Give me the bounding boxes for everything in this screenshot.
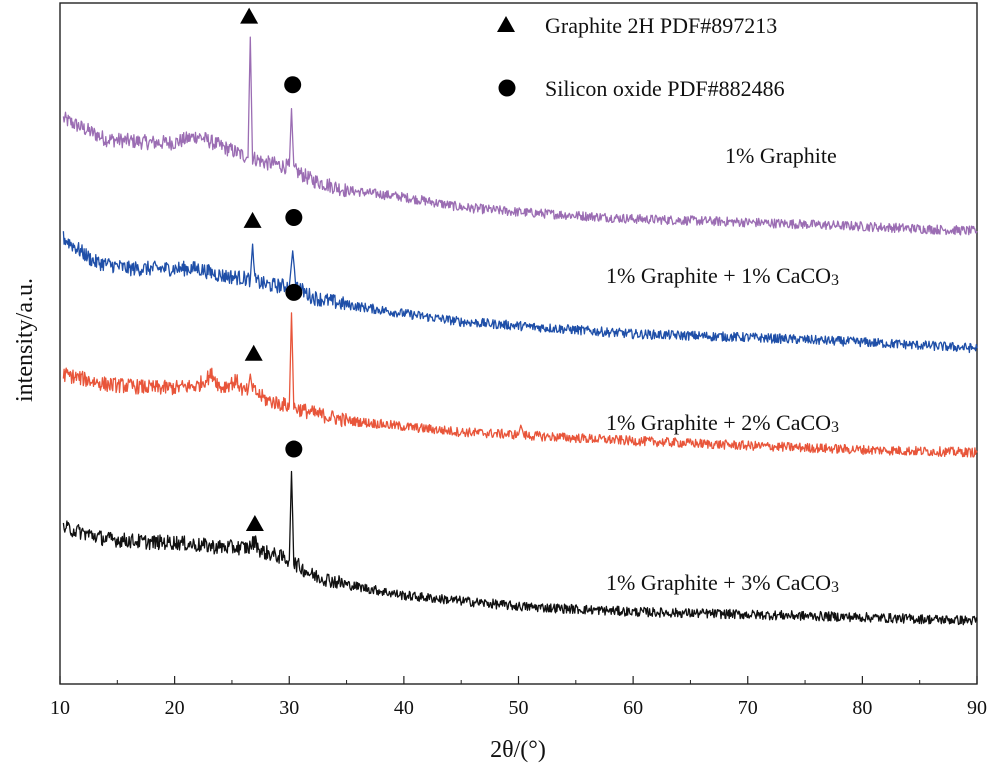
traces-layer xyxy=(62,36,978,626)
series-label-2: 1% Graphite + 1% CaCO3 xyxy=(606,263,839,289)
silicon-peak-marker-2 xyxy=(284,76,302,94)
silicon-peak-marker-8 xyxy=(285,440,303,458)
legend-circle-icon xyxy=(498,79,516,97)
x-axis-label: 2θ/(°) xyxy=(490,737,546,763)
series-line-2 xyxy=(62,231,978,354)
x-tick-label-10: 10 xyxy=(50,697,70,719)
legend: Graphite 2H PDF#897213 Silicon oxide PDF… xyxy=(497,13,785,101)
x-tick-label-60: 60 xyxy=(623,697,643,719)
legend-triangle-icon xyxy=(497,16,515,32)
series-line-3 xyxy=(62,312,978,458)
graphite-peak-marker-5 xyxy=(244,344,263,361)
graphite-peak-marker-7 xyxy=(245,514,264,531)
graphite-peak-marker-3 xyxy=(243,211,262,228)
silicon-peak-marker-6 xyxy=(285,283,303,301)
x-tick-label-80: 80 xyxy=(852,697,872,719)
series-label-1: 1% Graphite xyxy=(725,143,837,168)
graphite-peak-marker-1 xyxy=(240,7,259,24)
legend-graphite-label: Graphite 2H PDF#897213 xyxy=(545,13,777,38)
plot-frame xyxy=(59,2,978,685)
y-axis-label: intensity/a.u. xyxy=(12,278,38,402)
series-label-3: 1% Graphite + 2% CaCO3 xyxy=(606,410,839,436)
series-label-4: 1% Graphite + 3% CaCO3 xyxy=(606,570,839,596)
x-tick-label-70: 70 xyxy=(738,697,758,719)
x-ticks-layer: 10 20 30 40 50 60 70 80 90 xyxy=(50,676,987,719)
x-tick-label-90: 90 xyxy=(967,697,987,719)
x-tick-label-30: 30 xyxy=(279,697,299,719)
x-tick-label-40: 40 xyxy=(394,697,414,719)
x-tick-label-50: 50 xyxy=(509,697,529,719)
markers-layer xyxy=(240,7,303,531)
x-tick-label-20: 20 xyxy=(165,697,185,719)
series-line-1 xyxy=(62,36,978,236)
silicon-peak-marker-4 xyxy=(285,209,303,227)
legend-silicon-label: Silicon oxide PDF#882486 xyxy=(545,76,785,101)
series-line-4 xyxy=(62,470,978,626)
